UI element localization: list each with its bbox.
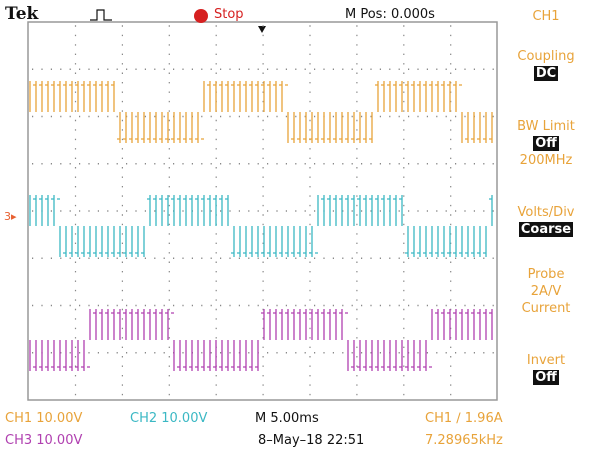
menu-line: Current xyxy=(503,300,589,317)
trigger: CH1 ∕ 1.96A xyxy=(425,411,503,426)
menu-label: Coupling xyxy=(503,48,589,65)
timebase: M 5.00ms xyxy=(255,411,319,426)
menu-value: DC xyxy=(534,66,558,81)
menu-label: Probe xyxy=(503,266,589,283)
run-state: Stop xyxy=(214,7,244,22)
menu-label: Invert xyxy=(503,352,589,369)
stop-indicator xyxy=(194,9,208,23)
ch1-scale: CH1 10.00V xyxy=(5,411,82,426)
menu-value: Coarse xyxy=(519,222,573,237)
channel-marker: 3▸ xyxy=(4,210,17,223)
menu-label: Volts/Div xyxy=(503,204,589,221)
menu-label: BW Limit xyxy=(503,118,589,135)
menu-line: 2A/V xyxy=(503,283,589,300)
brand: Tek xyxy=(5,4,38,24)
frequency: 7.28965kHz xyxy=(425,433,503,448)
oscilloscope-screen: Tek Stop M Pos: 0.000s CH1 CouplingDC BW… xyxy=(0,0,591,456)
menu-extra: 200MHz xyxy=(503,152,589,169)
ch2-scale: CH2 10.00V xyxy=(130,411,207,426)
horizontal-position: M Pos: 0.000s xyxy=(345,7,435,22)
menu-value: Off xyxy=(533,370,559,385)
channel-title: CH1 xyxy=(503,8,589,25)
ch3-scale: CH3 10.00V xyxy=(5,433,82,448)
menu-value: Off xyxy=(533,136,559,151)
datetime: 8–May–18 22:51 xyxy=(258,433,364,448)
acquire-icon xyxy=(90,10,112,20)
